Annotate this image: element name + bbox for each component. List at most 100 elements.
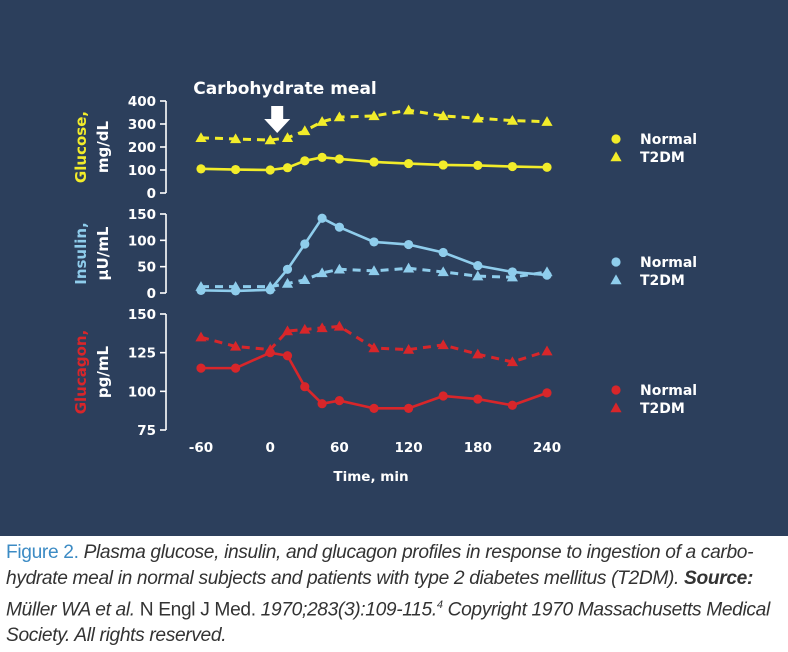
insulin-t2dm-point <box>472 270 484 281</box>
glucagon-normal-point <box>369 403 379 413</box>
insulin-normal-point <box>317 213 327 223</box>
insulin-y-tick-label: 100 <box>128 233 156 249</box>
insulin-y-tick-label: 0 <box>147 286 156 302</box>
glucagon-t2dm-point <box>541 345 553 356</box>
insulin-normal-point <box>473 261 483 271</box>
glucose-t2dm-point <box>264 134 276 145</box>
glucose-t2dm-point <box>316 116 328 126</box>
glucose-y-tick-label: 400 <box>128 94 156 110</box>
glucagon-legend-normal-label: Normal <box>640 383 697 399</box>
glucose-t2dm-point <box>195 132 207 142</box>
insulin-normal-point <box>282 264 293 274</box>
insulin-legend-t2dm-marker <box>610 274 622 285</box>
glucose-t2dm-point <box>368 110 380 121</box>
glucagon-t2dm-point <box>506 356 518 367</box>
glucagon-t2dm-point <box>403 343 415 354</box>
insulin-legend-t2dm-label: T2DM <box>640 273 685 289</box>
glucose-normal-point <box>300 156 310 166</box>
caption-source-authors: Müller WA et al. <box>6 599 135 621</box>
x-tick-label: 180 <box>464 440 492 456</box>
glucose-t2dm-point <box>403 104 415 115</box>
glucose-legend-t2dm-marker <box>610 151 622 162</box>
glucagon-y-tick-label: 100 <box>128 384 156 400</box>
caption-source-citation: 1970;283(3):109-115. <box>260 599 437 621</box>
glucose-y-tick-label: 200 <box>128 140 156 156</box>
insulin-y-label-2: µU/mL <box>94 226 112 280</box>
glucose-y-tick-label: 0 <box>147 186 156 202</box>
insulin-normal-line <box>200 216 548 293</box>
glucagon-normal-point <box>507 400 517 410</box>
glucose-normal-point <box>369 157 379 167</box>
glucose-normal-point <box>265 165 275 175</box>
glucose-normal-point <box>507 161 517 172</box>
glucose-normal-point <box>231 164 241 175</box>
glucagon-normal-point <box>334 396 344 406</box>
insulin-t2dm-point <box>299 274 311 285</box>
glucose-y-label-2: mg/dL <box>94 120 112 173</box>
x-tick-label: 60 <box>330 440 349 456</box>
glucagon-normal-point <box>196 363 206 373</box>
glucagon-normal-point <box>317 399 327 409</box>
insulin-y-tick-label: 150 <box>128 207 156 223</box>
glucagon-y-label-1: Glucagon, <box>72 330 90 415</box>
glucose-normal-point <box>334 154 344 164</box>
glucagon-t2dm-point <box>195 331 207 342</box>
glucagon-legend-t2dm-marker <box>610 402 622 413</box>
glucose-legend-normal-label: Normal <box>640 132 697 148</box>
glucose-normal-point <box>404 158 414 169</box>
x-tick-label: 120 <box>395 440 423 456</box>
glucagon-panel: 75 100 125 150 Glucagon, pg/mL Normal T2DM <box>72 307 697 439</box>
x-tick-label: 0 <box>265 440 274 456</box>
glucose-t2dm-point <box>333 111 345 122</box>
insulin-t2dm-point <box>333 263 345 274</box>
figure-panel: 0 100 200 300 400 Glucose, mg/dL Normal T2DM 0 50 1… <box>0 0 788 536</box>
insulin-t2dm-point <box>437 266 449 277</box>
glucose-t2dm-point <box>506 114 518 125</box>
glucagon-t2dm-point <box>281 325 294 336</box>
glucose-t2dm-point <box>299 125 311 136</box>
glucose-y-tick-label: 300 <box>128 117 156 133</box>
insulin-normal-point <box>334 222 344 232</box>
caption-text: Plasma glucose, insulin, and glucagon pr… <box>6 542 754 589</box>
glucagon-t2dm-point <box>264 343 276 354</box>
caption-source-ref: 4 <box>436 599 443 611</box>
insulin-t2dm-point <box>281 277 294 288</box>
glucagon-y-tick-label: 75 <box>137 423 156 439</box>
glucagon-normal-point <box>404 403 414 413</box>
x-axis-label: Time, min <box>333 469 408 485</box>
glucagon-normal-point <box>473 394 483 404</box>
glucagon-normal-point <box>231 363 241 373</box>
glucagon-normal-point <box>542 388 552 398</box>
glucose-y-label-1: Glucose, <box>72 111 90 183</box>
x-tick-label: -60 <box>189 440 213 456</box>
caption-source-journal: N Engl J Med. <box>139 599 256 621</box>
caption-label: Figure 2. <box>6 542 79 563</box>
insulin-t2dm-point <box>506 271 518 282</box>
glucose-panel: 0 100 200 300 400 Glucose, mg/dL Normal T2DM <box>72 94 697 202</box>
insulin-t2dm-point <box>368 265 380 276</box>
caption-source-label: Source: <box>684 568 754 589</box>
insulin-y-label-1: Insulin, <box>72 222 90 285</box>
glucagon-t2dm-point <box>437 339 449 350</box>
glucose-legend-t2dm-label: T2DM <box>640 150 685 166</box>
insulin-legend-normal-label: Normal <box>640 255 697 271</box>
meal-annotation-label: Carbohydrate meal <box>193 79 377 99</box>
insulin-normal-point <box>300 239 310 249</box>
glucagon-t2dm-point <box>299 323 311 334</box>
glucagon-t2dm-point <box>368 342 380 353</box>
glucagon-t2dm-point <box>230 340 242 351</box>
glucose-t2dm-point <box>541 116 553 126</box>
glucagon-normal-point <box>282 351 293 361</box>
insulin-legend-normal-marker <box>611 257 621 267</box>
glucagon-normal-line <box>201 351 548 410</box>
insulin-panel: 0 50 100 150 Insulin, µU/mL Normal T2DM <box>72 207 697 302</box>
glucagon-t2dm-point <box>316 322 328 333</box>
caption-copyright: Copyright 1970 Massachusetts Medical Soc… <box>6 599 770 647</box>
glucose-normal-point <box>282 163 293 173</box>
chart-svg: 0 100 200 300 400 Glucose, mg/dL Normal T2DM 0 50 1… <box>72 79 697 485</box>
insulin-normal-point <box>404 239 414 250</box>
glucose-t2dm-point <box>230 133 242 144</box>
glucose-t2dm-point <box>472 112 484 123</box>
glucagon-legend-t2dm-label: T2DM <box>640 401 685 417</box>
insulin-t2dm-point <box>316 267 328 278</box>
